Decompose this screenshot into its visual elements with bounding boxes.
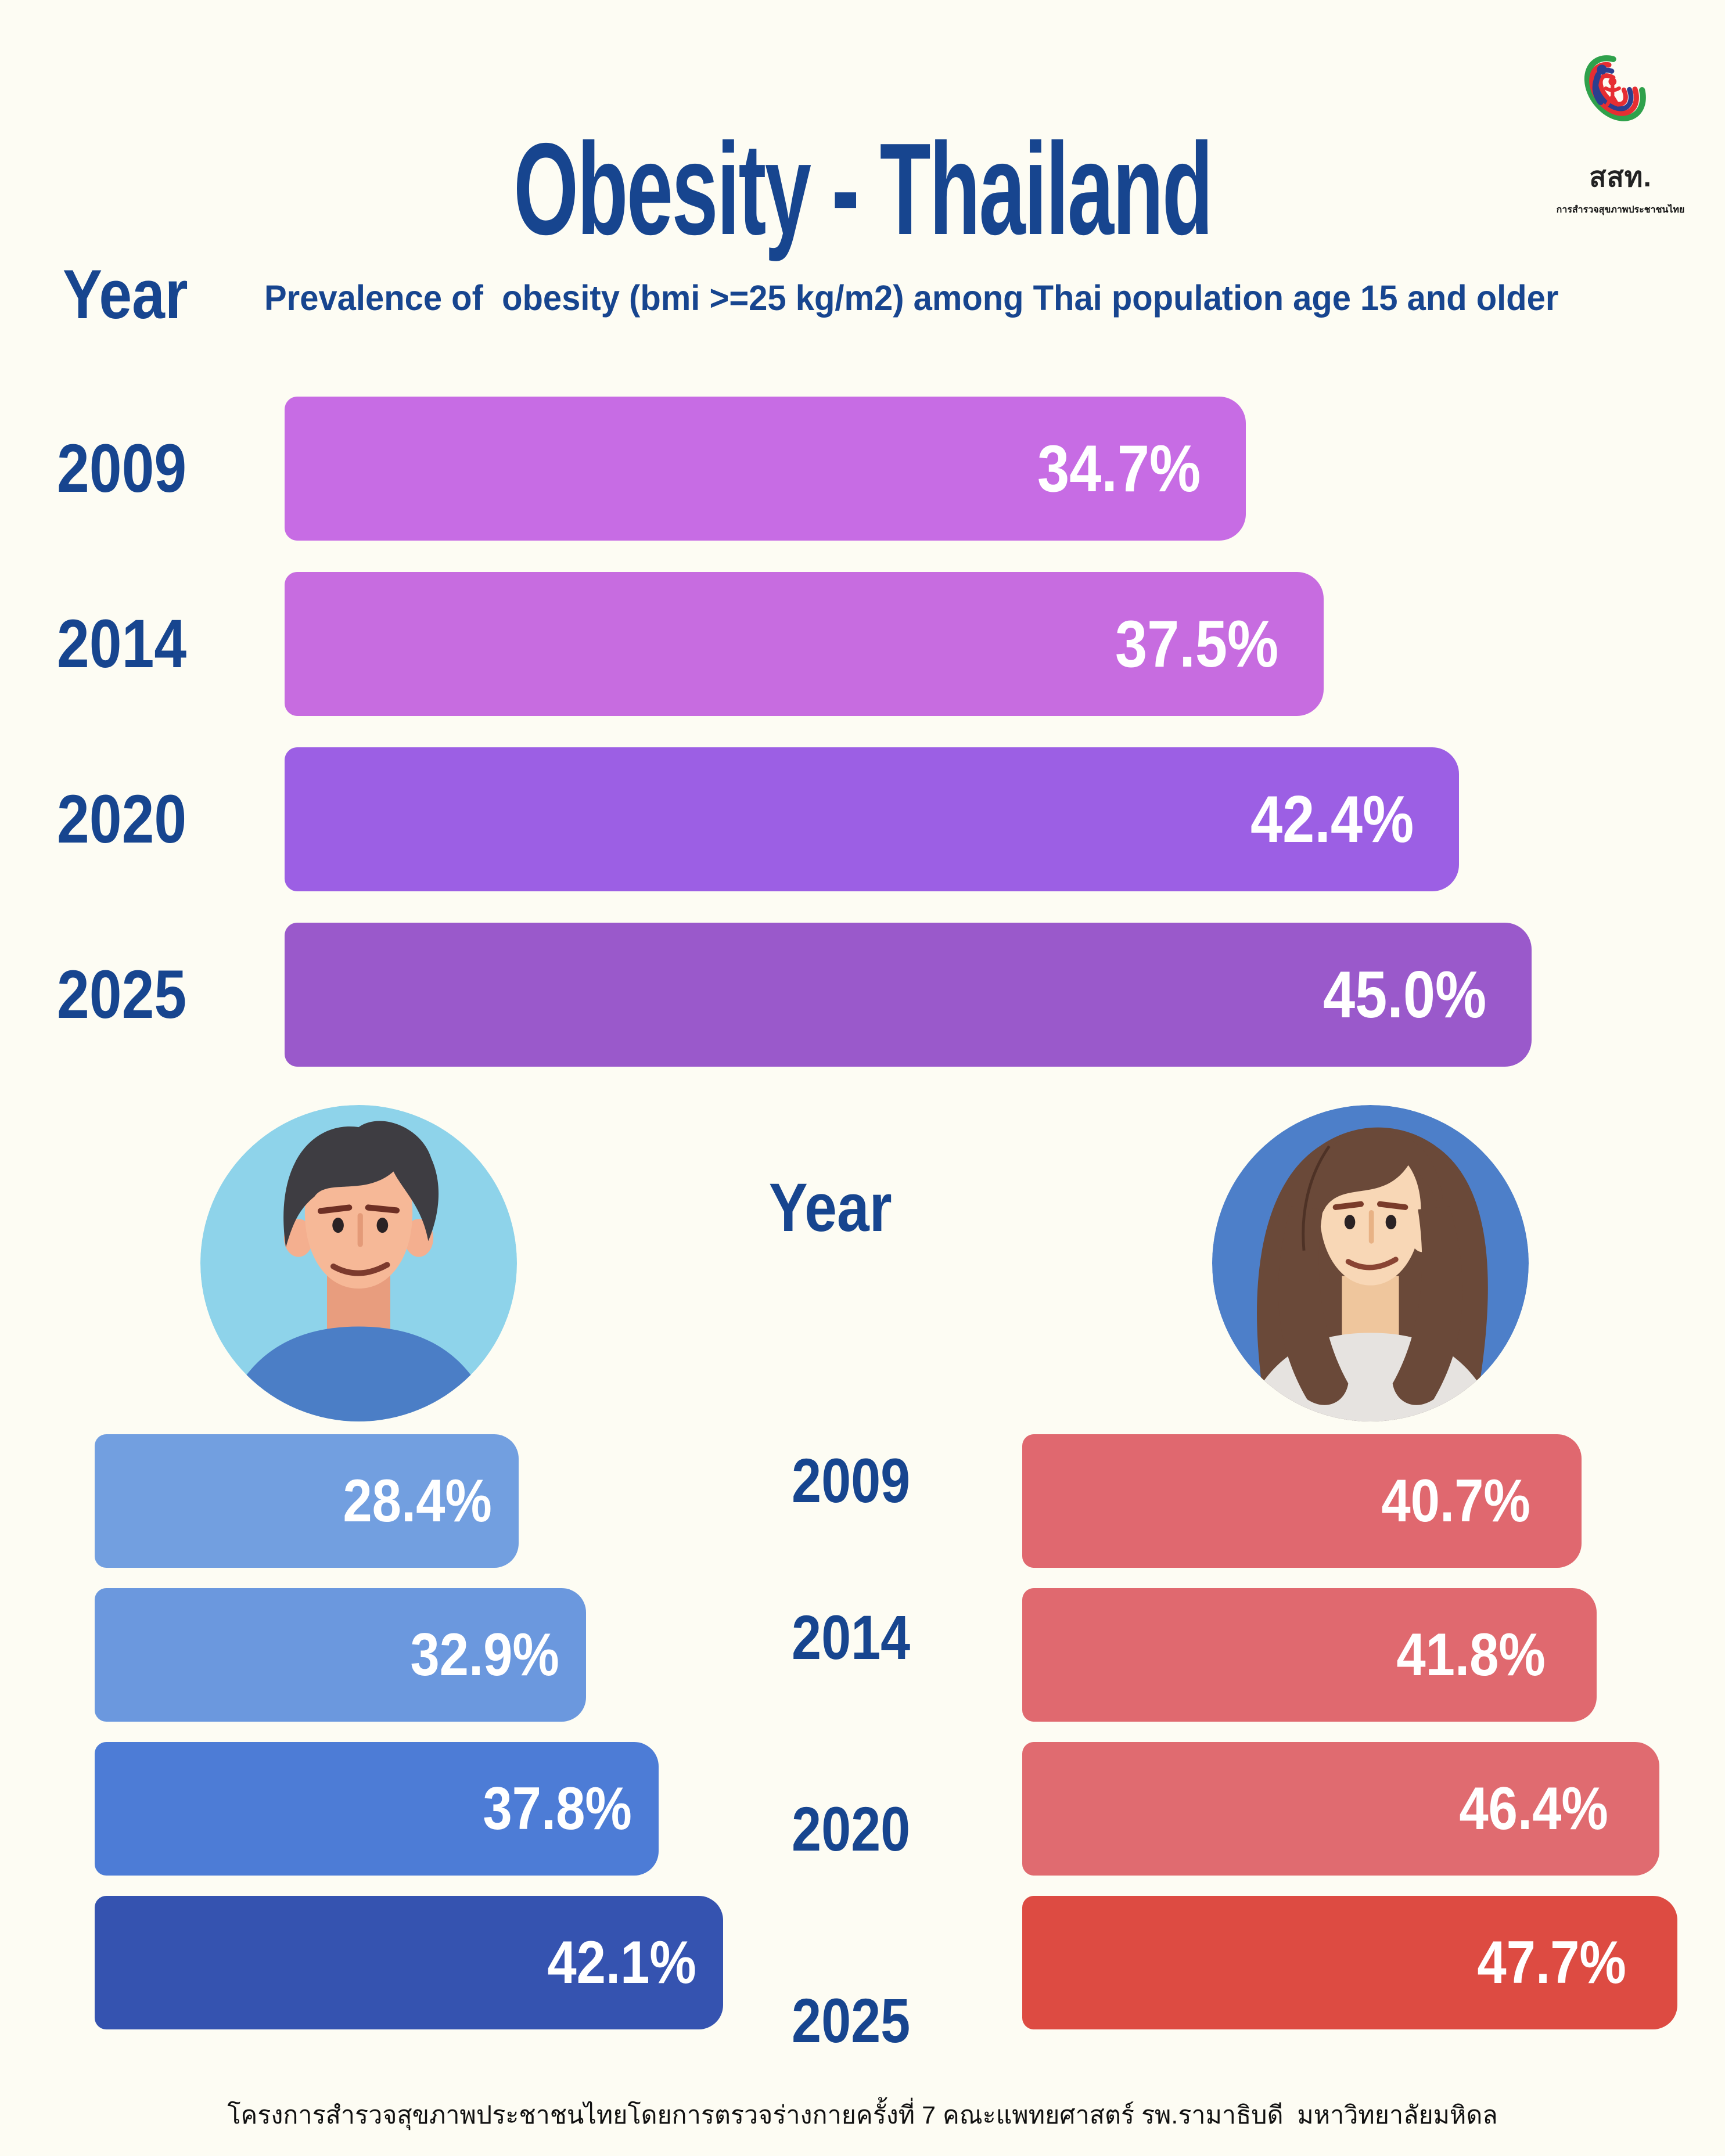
male-bar-value-2025: 42.1% [547, 1928, 696, 1996]
overall-bar-2014: 37.5% [285, 572, 1324, 716]
overall-year-label-2014: 2014 [57, 606, 187, 682]
overall-bar-value-2014: 37.5% [1115, 607, 1278, 681]
male-bar-2009: 28.4% [95, 1434, 519, 1568]
org-logo: สสท. การสำรวจสุขภาพประชาชนไทย [1533, 46, 1708, 217]
overall-bar-value-2009: 34.7% [1037, 431, 1201, 506]
female-row-2014: 41.8% [0, 1588, 1725, 1722]
male-avatar-icon [200, 1105, 517, 1421]
male-avatar [200, 1105, 517, 1421]
org-logo-caption: การสำรวจสุขภาพประชาชนไทย [1556, 205, 1685, 215]
overall-row-2020: 2020 42.4% [0, 747, 1725, 891]
female-bar-2009: 40.7% [1022, 1434, 1582, 1568]
overall-year-label-2020: 2020 [57, 781, 187, 858]
overall-axis-label: Year [63, 255, 188, 333]
org-logo-icon [1584, 55, 1646, 121]
male-bar-2025: 42.1% [95, 1896, 723, 2029]
male-bar-value-2014: 32.9% [410, 1621, 559, 1689]
female-bar-value-2025: 47.7% [1477, 1928, 1626, 1996]
male-bar-value-2020: 37.8% [483, 1775, 632, 1842]
female-avatar-icon [1212, 1105, 1529, 1421]
overall-bar-2009: 34.7% [285, 397, 1246, 541]
male-bar-2014: 32.9% [95, 1588, 586, 1722]
male-row-2014: 32.9% [0, 1588, 1725, 1722]
overall-bar-value-2020: 42.4% [1250, 782, 1414, 856]
female-row-2025: 47.7% [0, 1896, 1725, 2029]
female-row-2020: 46.4% [0, 1742, 1725, 1876]
overall-year-label-2025: 2025 [57, 956, 187, 1033]
overall-row-2025: 2025 45.0% [0, 923, 1725, 1067]
overall-year-label-2009: 2009 [57, 430, 187, 507]
female-bar-value-2009: 40.7% [1381, 1467, 1530, 1535]
male-row-2020: 37.8% [0, 1742, 1725, 1876]
male-row-2025: 42.1% [0, 1896, 1725, 2029]
org-logo-abbr: สสท. [1589, 162, 1652, 193]
female-bar-2025: 47.7% [1022, 1896, 1677, 2029]
male-bar-2020: 37.8% [95, 1742, 659, 1876]
female-bar-2020: 46.4% [1022, 1742, 1659, 1876]
female-bar-value-2020: 46.4% [1459, 1775, 1608, 1842]
overall-bar-2025: 45.0% [285, 923, 1532, 1067]
page-title: Obesity - Thailand [0, 115, 1725, 262]
gender-year-label-2020: 2020 [791, 1794, 911, 1864]
male-row-2009: 28.4% [0, 1434, 1725, 1568]
female-bar-2014: 41.8% [1022, 1588, 1597, 1722]
female-bar-value-2014: 41.8% [1396, 1621, 1546, 1689]
gender-year-label-2025: 2025 [791, 1985, 911, 2056]
chart-subtitle: Prevalence of obesity (bmi >=25 kg/m2) a… [264, 278, 1559, 318]
overall-bar-2020: 42.4% [285, 747, 1459, 891]
female-row-2009: 40.7% [0, 1434, 1725, 1568]
overall-row-2014: 2014 37.5% [0, 572, 1725, 716]
male-bar-value-2009: 28.4% [343, 1467, 492, 1535]
gender-year-label-2009: 2009 [791, 1445, 911, 1516]
gender-year-label-2014: 2014 [791, 1602, 911, 1672]
overall-bar-value-2025: 45.0% [1322, 958, 1486, 1032]
page-title-text: Obesity - Thailand [513, 115, 1213, 262]
female-avatar [1212, 1105, 1529, 1421]
gender-axis-label: Year [769, 1169, 892, 1246]
source-credit: โครงการสำรวจสุขภาพประชาชนไทยโดยการตรวจร่… [227, 2101, 1498, 2129]
overall-row-2009: 2009 34.7% [0, 397, 1725, 541]
